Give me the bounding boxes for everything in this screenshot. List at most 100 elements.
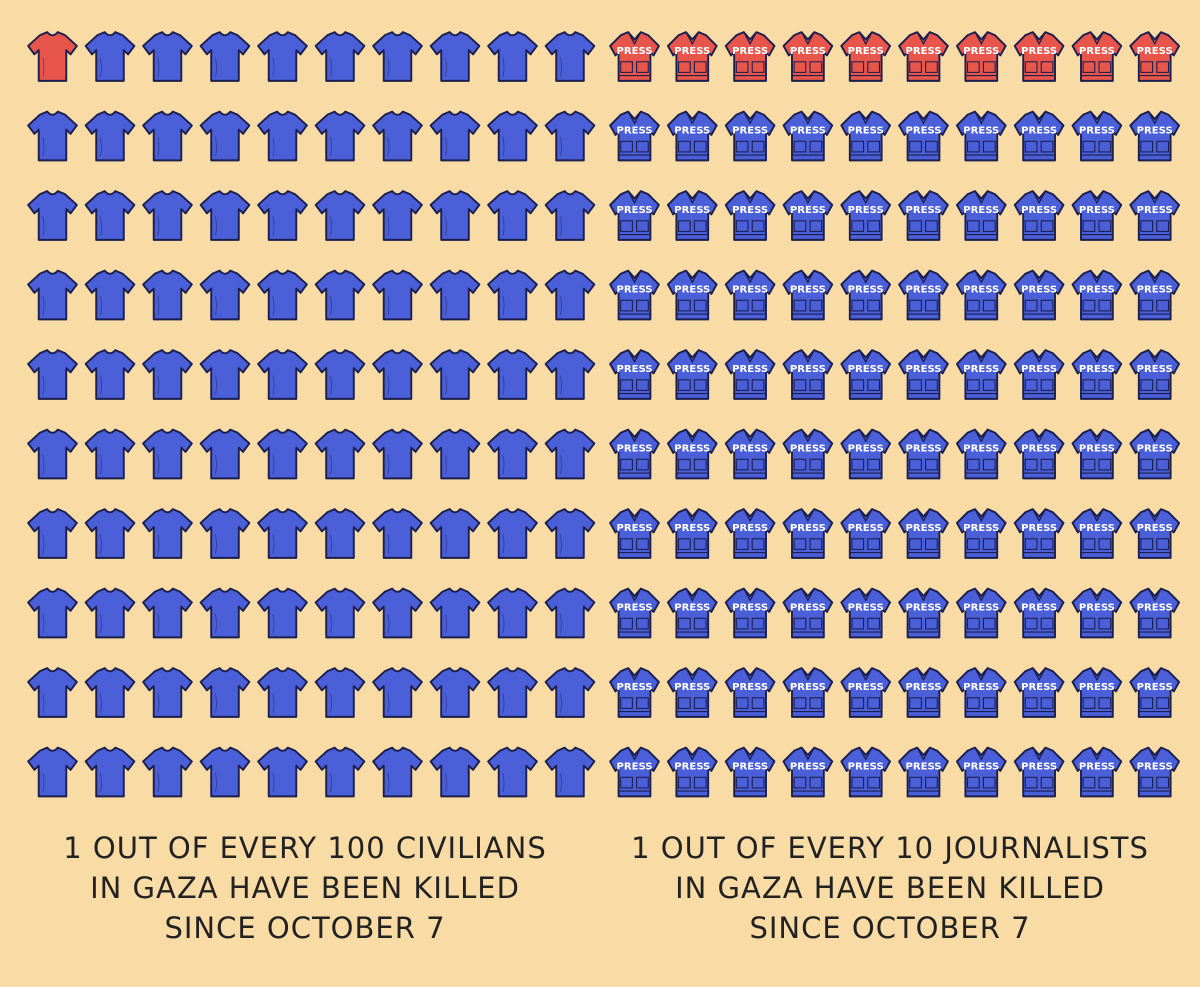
icon: PRESS xyxy=(724,667,776,718)
vest-pocket xyxy=(620,299,633,312)
shirt-body xyxy=(27,269,78,321)
press-label: PRESS xyxy=(616,364,652,375)
icon: PRESS xyxy=(1013,190,1065,241)
shirt-fold xyxy=(502,57,505,77)
shirt-body xyxy=(314,269,366,321)
icon: PRESS xyxy=(955,190,1007,241)
icon xyxy=(487,110,538,162)
press-label: PRESS xyxy=(848,205,884,216)
vest-collar xyxy=(800,588,815,602)
vest-pocket xyxy=(1024,379,1038,391)
shirt-body xyxy=(429,587,481,639)
vest-pocket xyxy=(735,538,749,550)
icon xyxy=(487,349,538,400)
shirt-body xyxy=(429,269,481,321)
icon: PRESS xyxy=(782,190,834,241)
vest-collar xyxy=(1032,588,1047,602)
shirt-body xyxy=(544,31,596,82)
vest-collar xyxy=(1147,508,1162,523)
vest-collar xyxy=(800,349,815,364)
icon xyxy=(199,746,251,798)
vest-pocket xyxy=(677,220,691,232)
vest-pocket xyxy=(809,617,823,630)
press-label: PRESS xyxy=(905,603,941,614)
shirt-fold xyxy=(100,613,102,634)
shirt-fold xyxy=(502,534,505,554)
icon xyxy=(257,110,308,162)
vest-collar xyxy=(1089,429,1104,443)
vest-body xyxy=(609,269,660,321)
shirt-body xyxy=(199,746,251,798)
icon: PRESS xyxy=(1129,746,1181,798)
icon: PRESS xyxy=(840,269,892,321)
shirt-body xyxy=(27,110,78,162)
icon: PRESS xyxy=(782,746,834,798)
shirt-fold xyxy=(502,295,505,316)
vest-pocket xyxy=(909,299,922,312)
vest-body xyxy=(724,428,776,480)
vest-pocket xyxy=(693,617,707,630)
icon: PRESS xyxy=(898,746,949,798)
vest-pocket xyxy=(925,61,938,73)
vest-collar xyxy=(627,747,642,761)
vest-pocket xyxy=(636,617,649,630)
shirt-fold xyxy=(157,375,160,395)
vest-collar xyxy=(974,270,989,284)
icon: PRESS xyxy=(1013,667,1065,718)
vest-body xyxy=(1129,110,1181,162)
caption-line: 1 OUT OF EVERY 100 CIVILIANS xyxy=(63,831,547,865)
icon: PRESS xyxy=(840,746,892,798)
shirt-body xyxy=(487,349,538,400)
icon: PRESS xyxy=(1013,508,1065,559)
vest-collar xyxy=(916,667,931,682)
vest-pocket xyxy=(677,379,691,391)
vest-collar xyxy=(1089,349,1104,364)
icon: PRESS xyxy=(955,349,1007,400)
vest-pocket xyxy=(677,140,691,153)
vest-pocket xyxy=(636,379,649,391)
vest-pocket xyxy=(636,140,649,153)
vest-body xyxy=(840,508,892,559)
shirt-fold xyxy=(330,772,332,793)
vest-pocket xyxy=(793,61,807,73)
icon xyxy=(314,190,366,241)
shirt-fold xyxy=(272,136,275,157)
vest-pocket xyxy=(1082,458,1096,471)
shirt-fold xyxy=(100,534,102,554)
vest-collar xyxy=(858,31,873,46)
icon xyxy=(84,428,136,480)
icon xyxy=(27,428,78,480)
vest-body xyxy=(1129,269,1181,321)
shirt-fold xyxy=(272,454,275,475)
shirt-fold xyxy=(330,136,332,157)
shirt-body xyxy=(199,349,251,400)
highlighted-icon: PRESS xyxy=(666,31,718,82)
press-label: PRESS xyxy=(790,285,826,296)
icon xyxy=(27,667,78,718)
shirt-fold xyxy=(387,375,390,395)
shirt-fold xyxy=(387,534,390,554)
icon xyxy=(314,428,366,480)
shirt-body xyxy=(142,269,193,321)
shirt-fold xyxy=(560,454,562,475)
vest-collar xyxy=(685,349,700,364)
icon: PRESS xyxy=(898,667,949,718)
shirt-body xyxy=(487,667,538,718)
vest-pocket xyxy=(1098,379,1112,391)
vest-collar xyxy=(800,747,815,761)
vest-body xyxy=(1071,428,1123,480)
vest-pocket xyxy=(693,538,707,550)
icon xyxy=(257,667,308,718)
shirt-body xyxy=(314,349,366,400)
shirt-body xyxy=(142,428,193,480)
vest-pocket xyxy=(1040,220,1054,232)
shirt-fold xyxy=(330,216,332,236)
shirt-body xyxy=(429,110,481,162)
shirt-body xyxy=(84,110,136,162)
vest-pocket xyxy=(677,697,691,709)
vest-collar xyxy=(1147,190,1162,205)
icon xyxy=(142,110,193,162)
vest-collar xyxy=(1032,667,1047,682)
press-label: PRESS xyxy=(674,444,710,455)
shirt-body xyxy=(257,349,308,400)
